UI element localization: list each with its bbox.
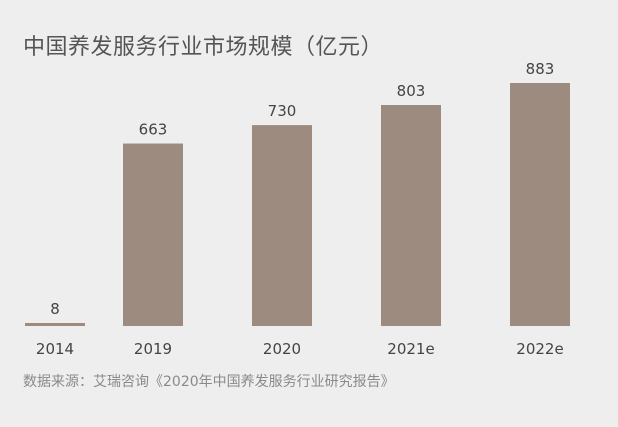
value-label-2022e: 883 [526, 60, 555, 78]
category-label-2021e: 2021e [387, 340, 434, 358]
category-label-2022e: 2022e [516, 340, 563, 358]
category-label-2014: 2014 [36, 340, 74, 358]
category-label-2020: 2020 [263, 340, 301, 358]
bar-2022e [510, 83, 570, 326]
category-labels-layer: 2014 2019 2020 2021e 2022e [36, 340, 564, 358]
bars-layer [25, 83, 570, 327]
bar-2014 [25, 323, 85, 326]
value-label-2014: 8 [50, 300, 60, 318]
bar-2021e [381, 105, 441, 326]
source-note: 数据来源：艾瑞咨询《2020年中国养发服务行业研究报告》 [23, 374, 395, 390]
value-label-2019: 663 [139, 121, 168, 139]
bar-2019 [123, 143, 183, 326]
chart-title: 中国养发服务行业市场规模（亿元） [23, 35, 384, 60]
category-label-2019: 2019 [134, 340, 172, 358]
value-label-2021e: 803 [397, 82, 426, 100]
value-label-2020: 730 [268, 102, 297, 120]
value-labels-layer: 8 663 730 803 883 [50, 60, 554, 318]
bar-2020 [252, 125, 312, 327]
